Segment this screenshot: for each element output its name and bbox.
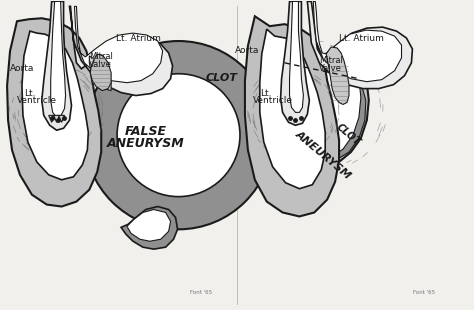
Text: Font '65: Font '65 [191,290,212,295]
Circle shape [84,41,273,229]
Text: Ventricle: Ventricle [17,96,57,105]
Text: Lt. Atrium: Lt. Atrium [339,34,384,43]
Text: ANEURYSM: ANEURYSM [107,137,185,150]
Polygon shape [116,50,126,63]
Polygon shape [274,36,369,166]
Polygon shape [51,1,65,117]
Text: Lt.: Lt. [24,89,36,98]
Text: Valve: Valve [89,60,112,69]
Polygon shape [245,16,339,216]
Text: Font '65: Font '65 [413,290,436,295]
Polygon shape [59,115,64,122]
Text: Lt. Atrium: Lt. Atrium [116,34,161,43]
Text: CLOT: CLOT [334,122,362,147]
Polygon shape [89,56,111,91]
Text: ANEURYSM: ANEURYSM [293,129,353,181]
Text: Aorta: Aorta [10,64,35,73]
Polygon shape [326,47,349,104]
Polygon shape [260,29,325,189]
Polygon shape [282,56,366,162]
Text: FALSE: FALSE [125,125,167,138]
Polygon shape [121,206,178,249]
Text: Mitral: Mitral [89,52,113,61]
Polygon shape [280,46,361,160]
Polygon shape [54,115,60,122]
Polygon shape [307,1,412,89]
Text: Mitral: Mitral [319,56,343,65]
Polygon shape [74,6,163,83]
Text: Lt.: Lt. [260,89,271,98]
Polygon shape [111,43,128,75]
Polygon shape [290,1,303,113]
Polygon shape [127,210,171,241]
Text: Valve: Valve [319,64,342,73]
Polygon shape [7,18,101,206]
Polygon shape [70,6,173,95]
Polygon shape [42,1,72,130]
Text: Aorta: Aorta [235,46,259,55]
Polygon shape [22,31,88,180]
Polygon shape [49,115,55,122]
Text: CLOT: CLOT [205,73,237,83]
Polygon shape [91,54,111,91]
Polygon shape [290,63,354,148]
Polygon shape [281,1,310,125]
Polygon shape [313,1,401,82]
Circle shape [117,74,240,197]
Text: Ventricle: Ventricle [253,96,293,105]
